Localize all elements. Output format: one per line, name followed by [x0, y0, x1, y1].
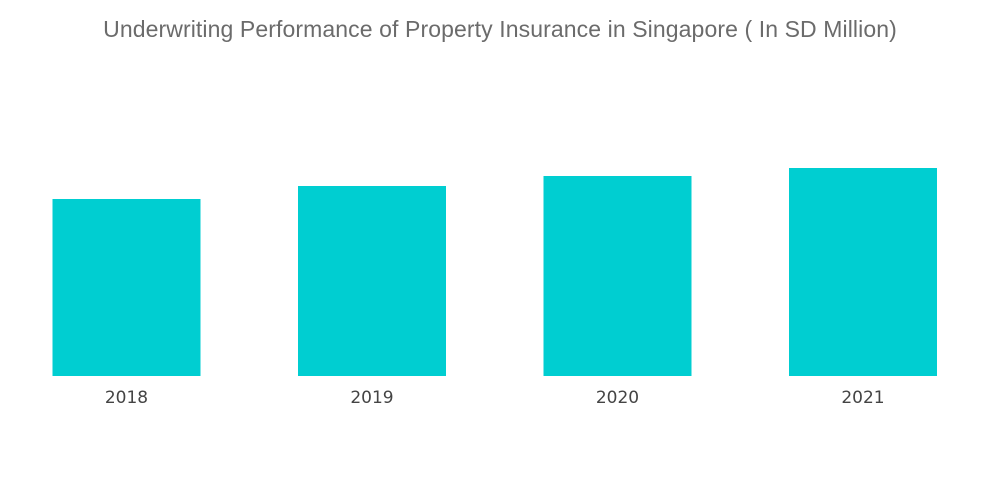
bar-2020 — [543, 176, 692, 376]
x-tick-labels: 2018 2019 2020 2021 — [105, 388, 885, 408]
bar-2021 — [789, 168, 937, 376]
chart-title: Underwriting Performance of Property Ins… — [103, 16, 897, 42]
x-tick-label-2018: 2018 — [105, 388, 148, 408]
x-tick-label-2021: 2021 — [841, 388, 884, 408]
bar-2019 — [298, 186, 446, 376]
x-tick-label-2019: 2019 — [350, 388, 393, 408]
bars-group — [52, 168, 937, 376]
bar-2018 — [52, 199, 201, 376]
x-tick-label-2020: 2020 — [596, 388, 639, 408]
